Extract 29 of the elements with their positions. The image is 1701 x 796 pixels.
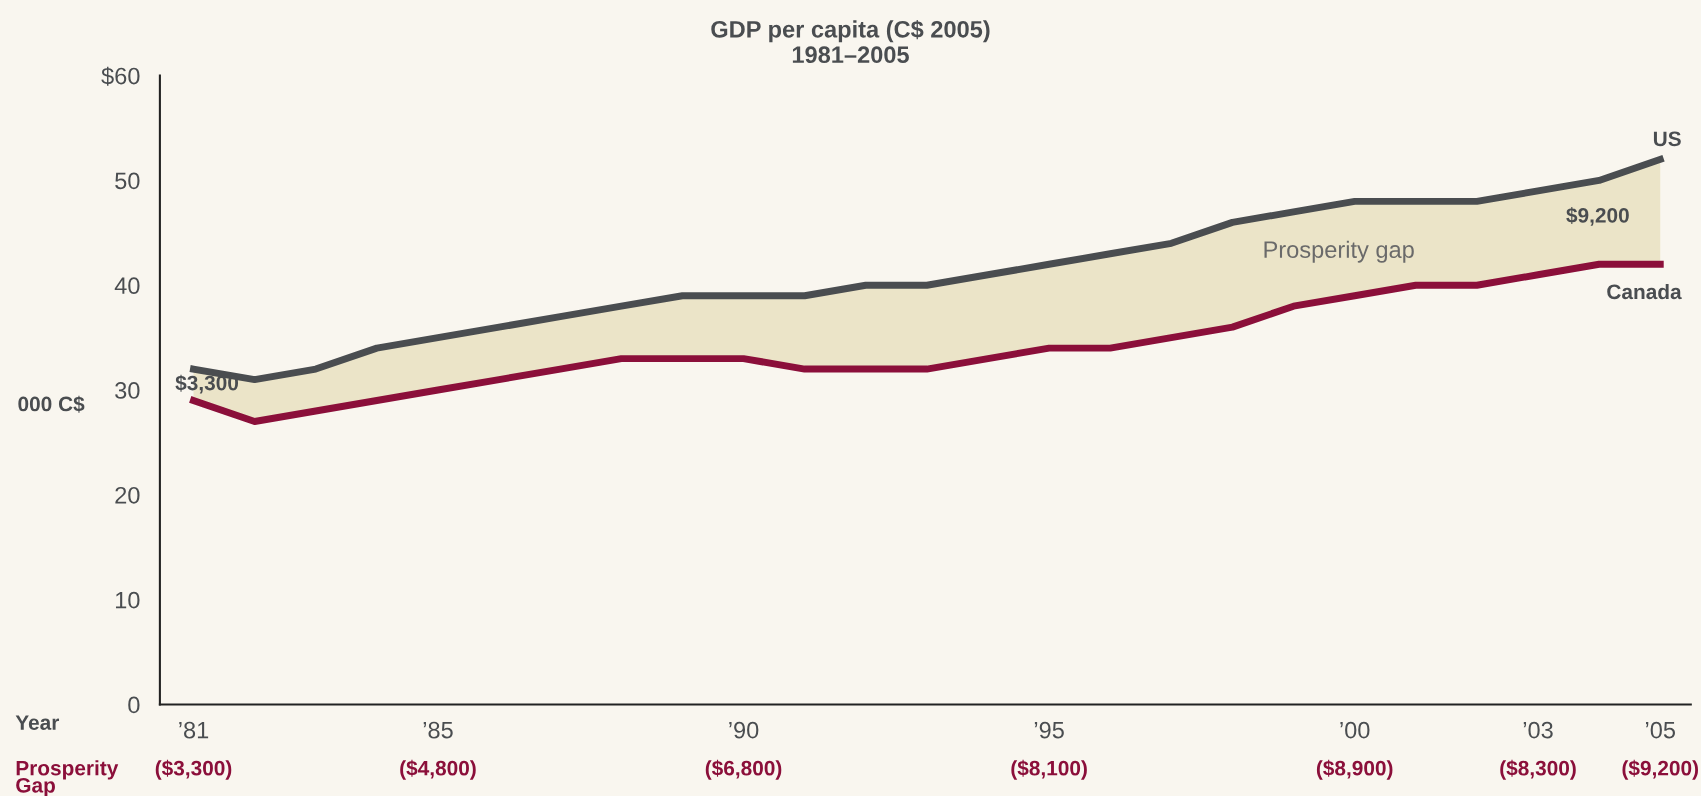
y-tick-label: 20 xyxy=(115,486,140,504)
y-tick-label: 40 xyxy=(114,277,140,295)
text: ($3,300) xyxy=(155,759,232,780)
series-label: US xyxy=(1653,131,1681,147)
y-tick-label: 50 xyxy=(115,172,140,190)
x-tick-label: ’05 xyxy=(1645,721,1675,739)
x-tick-label: ’95 xyxy=(1034,721,1064,739)
text: ($9,200) xyxy=(1622,759,1698,780)
text: Year xyxy=(15,715,60,730)
x-tick-label: ’90 xyxy=(729,721,759,739)
annotation: $9,200 xyxy=(1566,207,1629,226)
x-tick-label: ’85 xyxy=(423,721,453,739)
chart-title: GDP per capita (C$ 2005) 1981–2005 xyxy=(711,19,990,64)
text: ($4,800) xyxy=(400,759,476,780)
x-tick-label: ’03 xyxy=(1523,721,1553,739)
text: ($8,300) xyxy=(1500,759,1576,780)
text: ($6,800) xyxy=(705,759,782,780)
x-tick-label: ’00 xyxy=(1340,721,1370,739)
annotation: Prosperity gap xyxy=(1264,240,1414,263)
text: Prosperity Gap xyxy=(16,760,119,796)
series-label: Canada xyxy=(1607,283,1682,300)
text: ($8,900) xyxy=(1316,759,1393,780)
y-tick-label: 30 xyxy=(115,382,140,399)
y-tick-label: $60 xyxy=(101,66,140,86)
y-tick-label: 10 xyxy=(115,591,140,609)
x-tick-label: ’81 xyxy=(179,721,209,739)
y-tick-label: 0 xyxy=(128,696,140,714)
text: ($8,100) xyxy=(1011,759,1087,780)
y-axis-title: 000 C$ xyxy=(18,395,85,413)
